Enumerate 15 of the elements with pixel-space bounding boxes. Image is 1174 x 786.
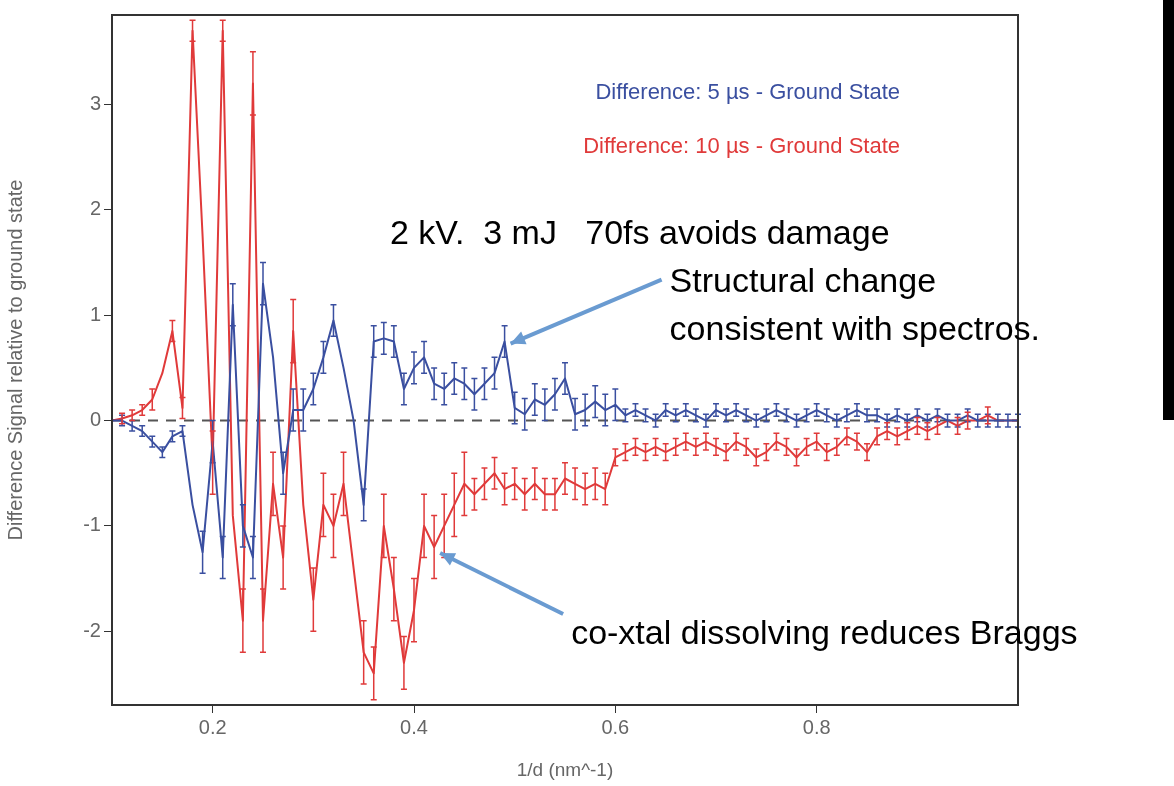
y-tick-label: 2 bbox=[89, 197, 101, 220]
y-tick-label: -1 bbox=[83, 513, 101, 536]
text: Difference: 10 µs - Ground State bbox=[583, 133, 900, 159]
x-tick-label: 0.4 bbox=[400, 715, 428, 738]
x-axis-title: 1/d (nm^-1) bbox=[516, 758, 614, 780]
y-axis-title: Difference Signal relative to ground state bbox=[3, 179, 26, 541]
x-tick-label: 0.2 bbox=[198, 715, 227, 738]
y-tick-label: 0 bbox=[89, 408, 101, 431]
y-tick-label: 3 bbox=[89, 92, 101, 115]
annotation: 2 kV. 3 mJ 70fs avoids damage bbox=[390, 213, 890, 251]
text: Difference: 5 µs - Ground State bbox=[595, 79, 900, 105]
y-tick-label: -2 bbox=[83, 618, 101, 641]
x-tick-label: 0.6 bbox=[601, 715, 630, 738]
y-tick-label: 1 bbox=[89, 302, 101, 325]
x-tick-label: 0.8 bbox=[802, 715, 831, 738]
